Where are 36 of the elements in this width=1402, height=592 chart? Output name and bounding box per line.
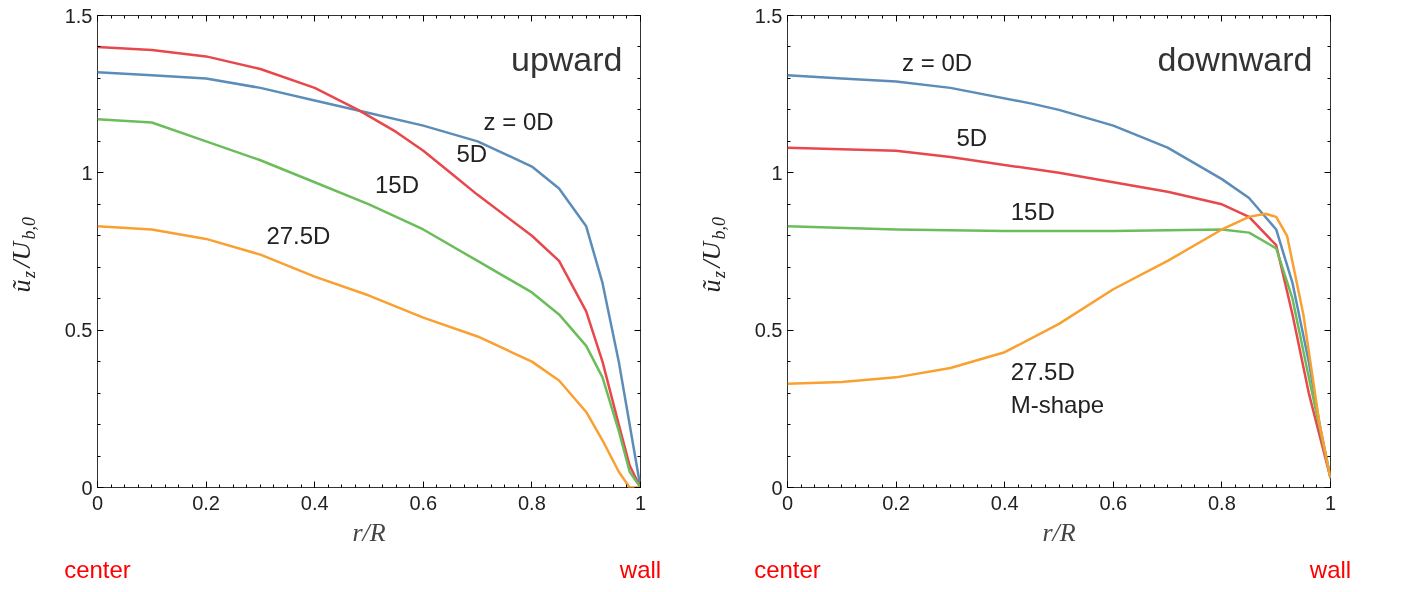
- annotation: z = 0D: [902, 48, 973, 76]
- text: wall: [618, 555, 662, 583]
- annotation: z = 0D: [483, 108, 554, 136]
- y-tick-label: 1.5: [64, 4, 93, 27]
- y-tick-label: 1.5: [754, 4, 783, 27]
- x-tick-label: 1: [1324, 491, 1337, 514]
- y-tick-label: 0: [81, 476, 93, 499]
- x-tick-label: 0.8: [518, 491, 546, 514]
- x-tick-label: 0.4: [300, 491, 329, 514]
- x-tick-label: 0.6: [1099, 491, 1128, 514]
- x-tick-label: 0.8: [1208, 491, 1236, 514]
- y-tick-label: 1: [771, 161, 783, 184]
- x-tick-label: 0.2: [882, 491, 911, 514]
- annotation: 27.5D M-shape: [1010, 358, 1105, 418]
- annotation: 15D: [1010, 198, 1055, 226]
- y-tick-label: 0.5: [64, 319, 93, 342]
- x-tick-label: 0.4: [990, 491, 1019, 514]
- annotation: 15D: [375, 171, 420, 199]
- text: upward: [510, 39, 623, 78]
- text: wall: [1308, 555, 1352, 583]
- y-axis-title: ũz/Ub,0: [697, 217, 729, 293]
- text: center: [64, 555, 131, 583]
- x-axis-title: r/R: [352, 517, 386, 547]
- y-axis-title: ũz/Ub,0: [7, 217, 39, 293]
- x-tick-label: 1: [634, 491, 647, 514]
- y-tick-label: 0: [771, 476, 783, 499]
- x-tick-label: 0.6: [409, 491, 438, 514]
- x-tick-label: 0.2: [192, 491, 221, 514]
- text: center: [754, 555, 821, 583]
- x-axis-title: r/R: [1042, 517, 1076, 547]
- text: downward: [1157, 39, 1313, 78]
- annotation: 5D: [456, 139, 488, 167]
- annotation: 27.5D: [266, 221, 331, 249]
- annotation: 5D: [956, 124, 988, 152]
- y-tick-label: 0.5: [754, 319, 783, 342]
- y-tick-label: 1: [81, 161, 93, 184]
